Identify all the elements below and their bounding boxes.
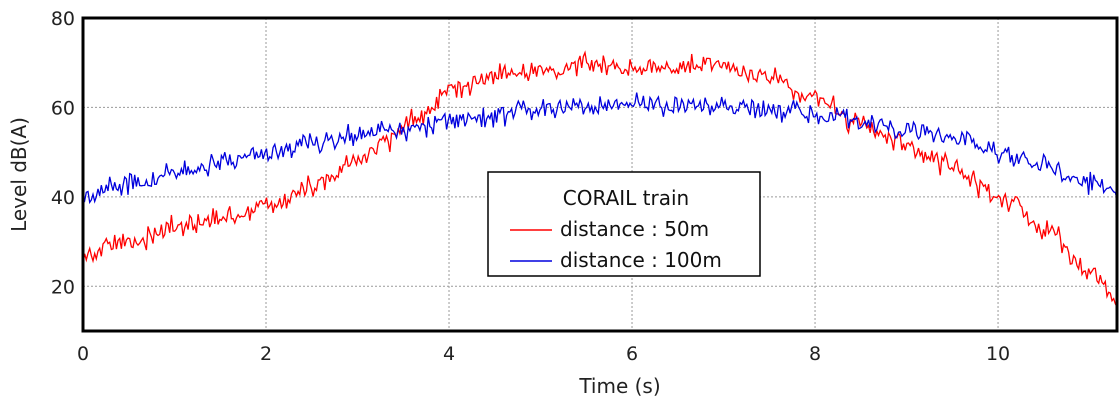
legend-label-100m: distance : 100m <box>560 248 722 272</box>
x-tick-label: 10 <box>986 343 1010 365</box>
y-tick-labels: 20 40 60 80 <box>51 8 75 298</box>
y-tick-label: 60 <box>51 97 75 119</box>
legend-box <box>487 171 761 277</box>
y-tick-label: 20 <box>51 276 75 298</box>
y-axis-label: Level dB(A) <box>7 117 31 232</box>
x-tick-labels: 0 2 4 6 8 10 <box>77 343 1010 365</box>
legend-label-50m: distance : 50m <box>560 217 709 241</box>
series-line-50m <box>82 50 1118 308</box>
series-line-100m <box>82 92 1118 205</box>
series-layer <box>82 50 1118 308</box>
x-tick-label: 6 <box>626 343 638 365</box>
x-tick-label: 2 <box>260 343 272 365</box>
x-tick-label: 0 <box>77 343 89 365</box>
x-tick-label: 4 <box>443 343 455 365</box>
y-tick-label: 80 <box>51 8 75 30</box>
x-axis-label: Time (s) <box>578 374 660 398</box>
legend: CORAIL train distance : 50m distance : 1… <box>487 171 761 277</box>
plot-frame <box>81 16 1119 333</box>
y-tick-label: 40 <box>51 187 75 209</box>
legend-title: CORAIL train <box>563 186 689 210</box>
x-tick-label: 8 <box>809 343 821 365</box>
